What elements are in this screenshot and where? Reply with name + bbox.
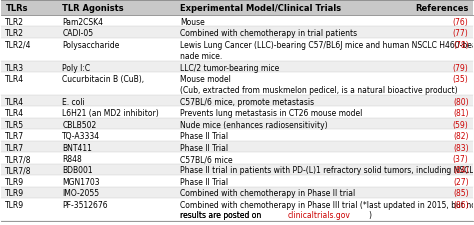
FancyBboxPatch shape [0,107,474,118]
Text: (59): (59) [453,120,469,129]
Text: Combined with chemotherapy in trial patients: Combined with chemotherapy in trial pati… [180,29,357,38]
Text: TQ-A3334: TQ-A3334 [62,132,100,141]
FancyBboxPatch shape [0,16,474,27]
Text: BNT411: BNT411 [62,143,92,152]
Text: Experimental Model/Clinical Trials: Experimental Model/Clinical Trials [180,4,341,13]
FancyBboxPatch shape [0,198,474,221]
Text: results are posted on: results are posted on [180,210,264,219]
Text: TLR4: TLR4 [5,75,25,84]
Text: TLR2/4: TLR2/4 [5,40,32,50]
Text: results are posted on: results are posted on [180,210,264,219]
Text: (80): (80) [453,97,469,106]
Text: Mouse: Mouse [180,18,205,27]
Text: CBLB502: CBLB502 [62,120,96,129]
Text: Nude mice (enhances radiosensitivity): Nude mice (enhances radiosensitivity) [180,120,328,129]
FancyBboxPatch shape [0,73,474,96]
FancyBboxPatch shape [0,27,474,39]
Text: TLR9: TLR9 [5,200,25,209]
Text: CADI-05: CADI-05 [62,29,93,38]
Text: PF-3512676: PF-3512676 [62,200,108,209]
FancyBboxPatch shape [0,153,474,164]
Text: R848: R848 [62,154,82,163]
Text: (86): (86) [453,200,469,209]
Text: LLC/2 tumor-bearing mice: LLC/2 tumor-bearing mice [180,63,280,72]
Text: TLR5: TLR5 [5,120,25,129]
Text: Poly I:C: Poly I:C [62,63,90,72]
Text: E. coli: E. coli [62,97,85,106]
Text: TLR7/8: TLR7/8 [5,154,32,163]
Text: BDB001: BDB001 [62,166,93,175]
Text: (81): (81) [453,109,469,118]
Text: ): ) [369,210,372,219]
Text: (79): (79) [453,63,469,72]
Text: C57BL/6 mice, promote metastasis: C57BL/6 mice, promote metastasis [180,97,314,106]
Text: (35): (35) [453,75,469,84]
FancyBboxPatch shape [0,1,474,16]
Text: Phase II trial in patients with PD-(L)1 refractory solid tumors, including NSCLC: Phase II trial in patients with PD-(L)1 … [180,166,474,175]
Text: (78): (78) [453,40,469,50]
FancyBboxPatch shape [0,141,474,153]
Text: TLR2: TLR2 [5,18,25,27]
Text: Phase II Trial: Phase II Trial [180,143,228,152]
Text: (77): (77) [453,29,469,38]
FancyBboxPatch shape [0,175,474,187]
Text: Combined with chemotherapy in Phase III trial (*last updated in 2015, but no stu: Combined with chemotherapy in Phase III … [180,200,474,209]
Text: Polysaccharide: Polysaccharide [62,40,119,50]
Text: TLRs: TLRs [5,4,28,13]
Text: (82): (82) [453,132,469,141]
Text: TLR4: TLR4 [5,97,25,106]
Text: Combined with chemotherapy in Phase II trial: Combined with chemotherapy in Phase II t… [180,189,356,198]
Text: IMO-2055: IMO-2055 [62,189,99,198]
Text: TLR3: TLR3 [5,63,25,72]
Text: Mouse model
(Cub, extracted from muskmelon pedicel, is a natural bioactive produ: Mouse model (Cub, extracted from muskmel… [180,75,458,95]
Text: TLR7: TLR7 [5,143,25,152]
Text: TLR7/8: TLR7/8 [5,166,32,175]
Text: References: References [415,4,469,13]
Text: Pam2CSK4: Pam2CSK4 [62,18,103,27]
Text: C57BL/6 mice: C57BL/6 mice [180,154,233,163]
Text: (84): (84) [453,166,469,175]
Text: (37): (37) [453,154,469,163]
Text: L6H21 (an MD2 inhibitor): L6H21 (an MD2 inhibitor) [62,109,159,118]
Text: TLR7: TLR7 [5,132,25,141]
Text: Prevents lung metastasis in CT26 mouse model: Prevents lung metastasis in CT26 mouse m… [180,109,363,118]
Text: MGN1703: MGN1703 [62,177,100,186]
Text: TLR2: TLR2 [5,29,25,38]
Text: Phase II Trial: Phase II Trial [180,177,228,186]
FancyBboxPatch shape [0,118,474,130]
FancyBboxPatch shape [0,187,474,198]
Text: (85): (85) [453,189,469,198]
Text: (83): (83) [453,143,469,152]
FancyBboxPatch shape [0,96,474,107]
FancyBboxPatch shape [0,39,474,61]
Text: TLR4: TLR4 [5,109,25,118]
Text: (27): (27) [453,177,469,186]
Text: Lewis Lung Cancer (LLC)-bearing C57/BL6J mice and human NSCLC H460-bearing
nade : Lewis Lung Cancer (LLC)-bearing C57/BL6J… [180,40,474,61]
FancyBboxPatch shape [0,164,474,175]
Text: clinicaltrials.gov: clinicaltrials.gov [288,210,351,219]
FancyBboxPatch shape [0,61,474,73]
Text: Cucurbitacin B (CuB),: Cucurbitacin B (CuB), [62,75,144,84]
Text: TLR9: TLR9 [5,189,25,198]
FancyBboxPatch shape [0,130,474,141]
Text: (76): (76) [453,18,469,27]
Text: TLR9: TLR9 [5,177,25,186]
Text: TLR Agonists: TLR Agonists [62,4,124,13]
Text: Phase II Trial: Phase II Trial [180,132,228,141]
